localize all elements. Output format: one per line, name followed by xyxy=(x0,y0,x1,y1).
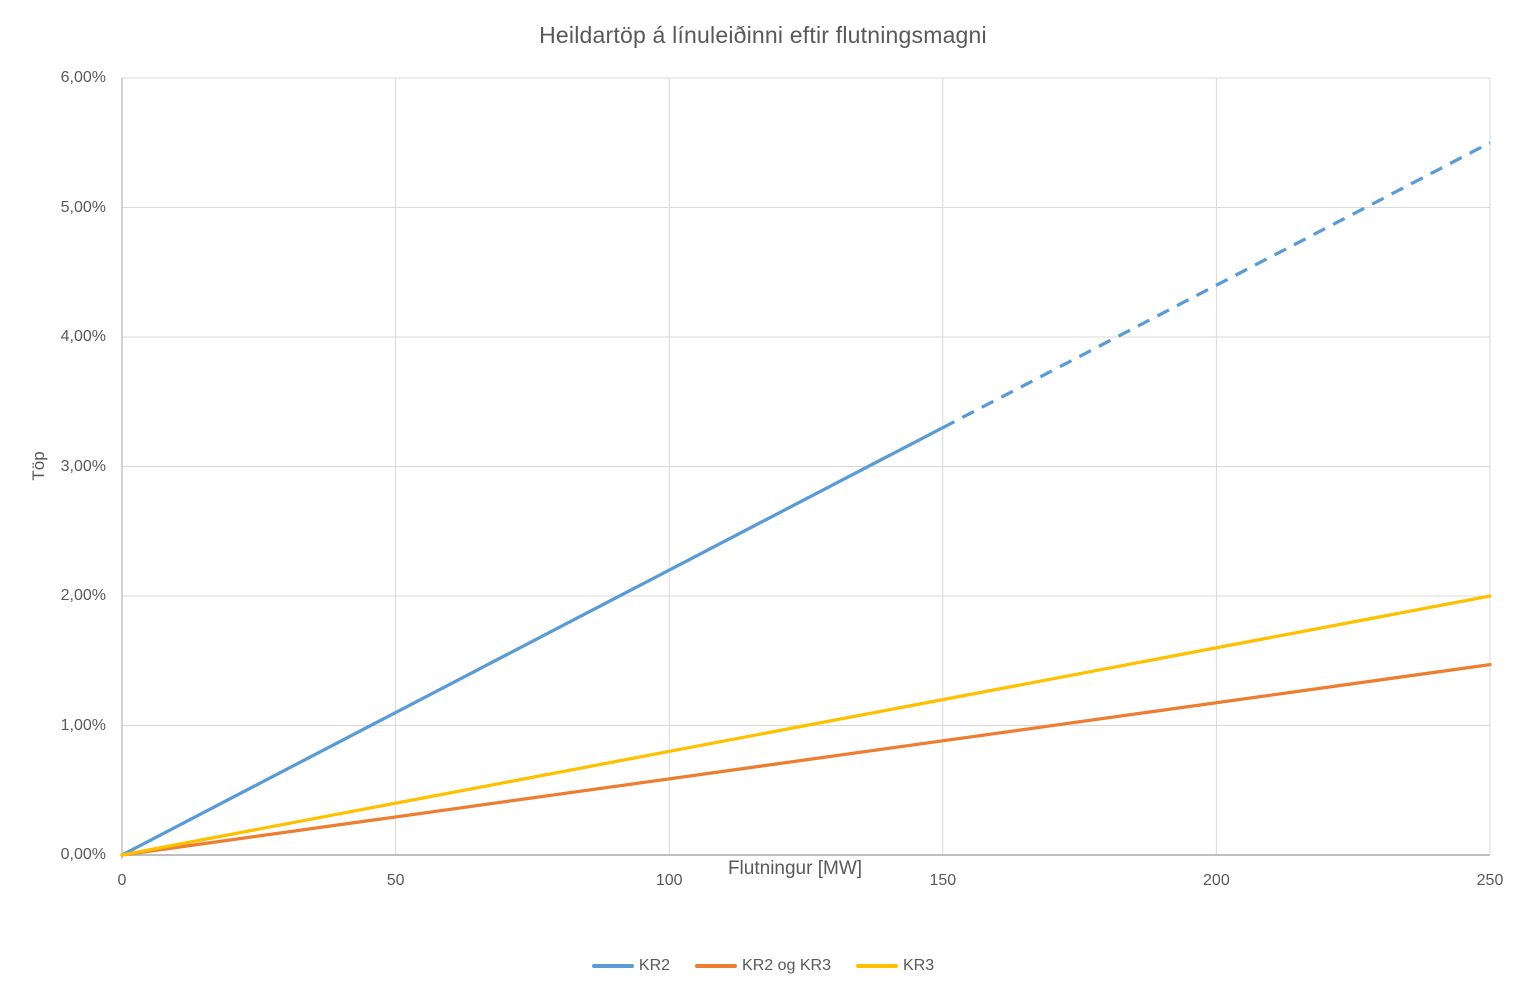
y-tick-label: 6,00% xyxy=(60,69,106,86)
y-tick-label: 1,00% xyxy=(60,716,106,734)
legend-swatch-icon xyxy=(695,964,738,968)
y-tick-label: 5,00% xyxy=(60,198,106,216)
x-tick-label: 100 xyxy=(655,872,683,889)
y-tick-label: 0,00% xyxy=(60,846,106,863)
x-axis-title: Flutningur [MW] xyxy=(727,858,863,879)
y-tick-label: 2,00% xyxy=(60,587,106,604)
series-line-kr2-forecast xyxy=(942,141,1491,430)
y-tick-label: 3,00% xyxy=(60,457,106,475)
x-tick-label: 250 xyxy=(1476,872,1504,889)
legend-item-kr3: KR3 xyxy=(855,956,935,976)
legend-swatch-icon xyxy=(591,964,634,968)
chart-title: Heildartöp á línuleiðinni eftir flutning… xyxy=(539,22,987,48)
y-tick-label: 4,00% xyxy=(60,328,106,345)
legend-item-kr2-og-kr3: KR2 og KR3 xyxy=(695,956,831,976)
legend-item-kr2: KR2 xyxy=(591,956,671,976)
y-axis-title: Töp xyxy=(29,451,48,481)
series-line-kr2-og-kr3 xyxy=(120,663,1492,857)
series-line-kr2 xyxy=(120,426,945,857)
legend-label: KR3 xyxy=(902,957,935,974)
x-tick-label: 0 xyxy=(117,872,127,889)
x-tick-label: 50 xyxy=(386,872,405,889)
legend-label: KR2 og KR3 xyxy=(742,957,831,974)
legend-swatch-icon xyxy=(855,964,898,968)
series-line-kr3 xyxy=(120,594,1492,857)
legend-label: KR2 xyxy=(638,957,671,974)
legend: KR2 KR2 og KR3 KR3 xyxy=(0,955,1526,977)
x-tick-label: 150 xyxy=(929,872,957,889)
x-tick-label: 200 xyxy=(1203,872,1230,889)
